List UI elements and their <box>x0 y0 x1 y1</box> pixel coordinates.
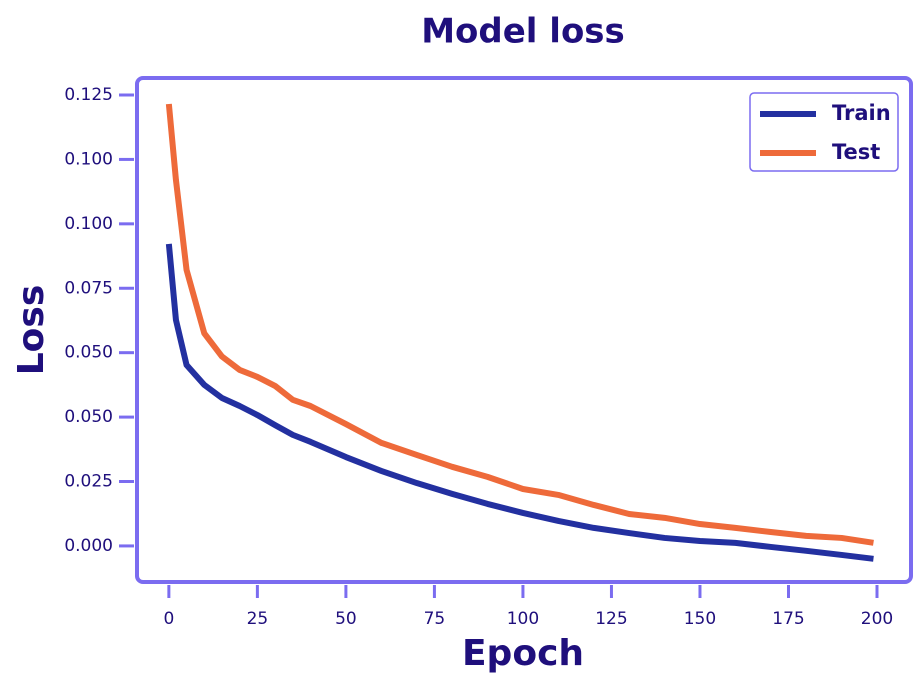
x-tick-label: 100 <box>507 609 539 629</box>
x-tick-label: 75 <box>424 609 446 629</box>
y-tick-label: 0.050 <box>64 343 113 363</box>
x-tick-label: 200 <box>861 609 893 629</box>
series-line <box>165 243 874 562</box>
y-axis-label: Loss <box>11 285 52 376</box>
x-tick-label: 25 <box>247 609 269 629</box>
x-tick-label: 0 <box>163 609 174 629</box>
y-tick-label: 0.050 <box>64 407 113 427</box>
y-tick-label: 0.025 <box>64 472 113 492</box>
y-tick-label: 0.100 <box>64 214 113 234</box>
x-tick-label: 50 <box>335 609 357 629</box>
y-tick-label: 0.075 <box>64 278 113 298</box>
y-tick-label: 0.100 <box>64 149 113 169</box>
x-axis-label: Epoch <box>462 633 584 674</box>
series-line <box>165 103 874 546</box>
x-tick-label: 150 <box>684 609 716 629</box>
y-tick-label: 0.125 <box>64 85 113 105</box>
legend-label: Test <box>832 140 880 164</box>
legend-label: Train <box>832 101 891 125</box>
chart-title: Model loss <box>421 12 625 52</box>
x-tick-label: 125 <box>595 609 627 629</box>
plot-frame <box>135 76 913 584</box>
x-tick-label: 175 <box>772 609 804 629</box>
y-tick-label: 0.000 <box>64 536 113 556</box>
